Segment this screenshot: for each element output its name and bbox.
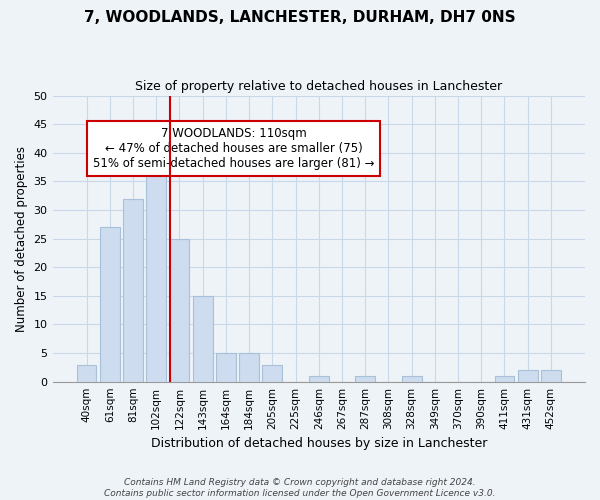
Bar [77, 364, 97, 382]
Bar [146, 164, 166, 382]
Bar [123, 198, 143, 382]
Bar [170, 238, 190, 382]
Title: Size of property relative to detached houses in Lanchester: Size of property relative to detached ho… [135, 80, 502, 93]
Text: Contains HM Land Registry data © Crown copyright and database right 2024.
Contai: Contains HM Land Registry data © Crown c… [104, 478, 496, 498]
Bar [355, 376, 375, 382]
Bar [494, 376, 514, 382]
Text: 7, WOODLANDS, LANCHESTER, DURHAM, DH7 0NS: 7, WOODLANDS, LANCHESTER, DURHAM, DH7 0N… [84, 10, 516, 25]
Bar [541, 370, 561, 382]
Bar [193, 296, 212, 382]
Bar [402, 376, 422, 382]
X-axis label: Distribution of detached houses by size in Lanchester: Distribution of detached houses by size … [151, 437, 487, 450]
Bar [100, 227, 119, 382]
Bar [262, 364, 282, 382]
Bar [239, 353, 259, 382]
Y-axis label: Number of detached properties: Number of detached properties [15, 146, 28, 332]
Text: 7 WOODLANDS: 110sqm
← 47% of detached houses are smaller (75)
51% of semi-detach: 7 WOODLANDS: 110sqm ← 47% of detached ho… [93, 127, 374, 170]
Bar [518, 370, 538, 382]
Bar [309, 376, 329, 382]
Bar [216, 353, 236, 382]
